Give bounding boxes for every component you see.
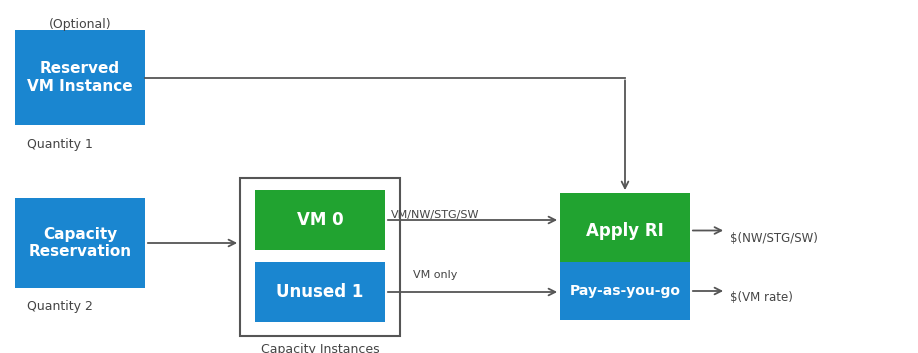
Bar	[560, 193, 690, 268]
Text: Capacity Instances: Capacity Instances	[261, 343, 379, 353]
Text: VM only: VM only	[413, 270, 457, 280]
Text: Apply RI: Apply RI	[586, 221, 664, 239]
Text: $(VM rate): $(VM rate)	[730, 291, 793, 304]
Text: Quantity 2: Quantity 2	[27, 300, 93, 313]
Bar	[255, 262, 385, 322]
Text: Capacity
Reservation: Capacity Reservation	[28, 227, 131, 259]
Text: (Optional): (Optional)	[49, 18, 111, 31]
Bar	[15, 198, 145, 288]
Bar	[240, 178, 400, 336]
Text: Reserved
VM Instance: Reserved VM Instance	[28, 61, 133, 94]
Bar	[255, 190, 385, 250]
Text: VM 0: VM 0	[297, 211, 343, 229]
Text: Quantity 1: Quantity 1	[27, 138, 93, 151]
Text: Unused 1: Unused 1	[276, 283, 364, 301]
Text: VM/NW/STG/SW: VM/NW/STG/SW	[391, 210, 479, 220]
Bar	[15, 30, 145, 125]
Text: $(NW/STG/SW): $(NW/STG/SW)	[730, 232, 818, 245]
Bar	[560, 262, 690, 320]
Text: Pay-as-you-go: Pay-as-you-go	[569, 284, 680, 298]
